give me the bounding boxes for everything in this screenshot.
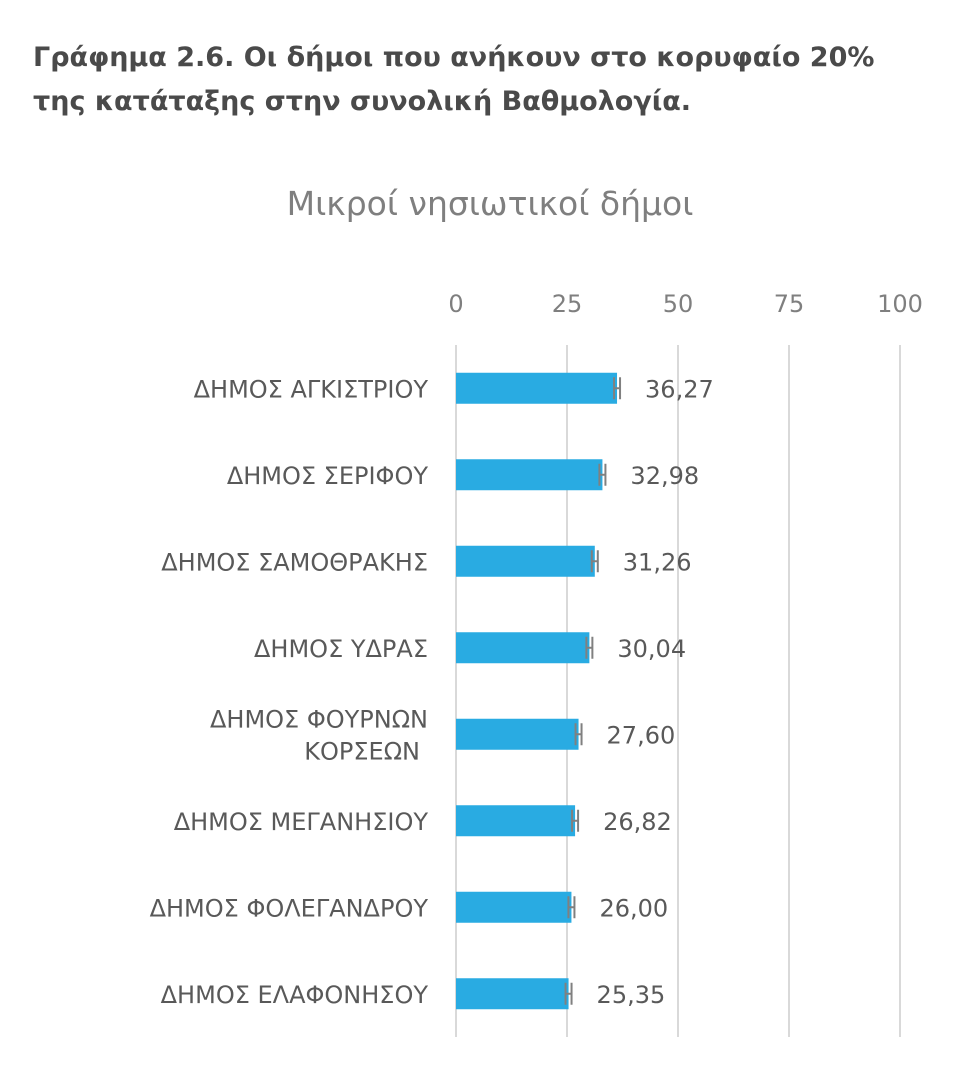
- bar-6: [456, 805, 576, 837]
- bar-1: [456, 372, 618, 404]
- bar-2: [456, 459, 603, 491]
- category-label-5: ΔΗΜΟΣ ΦΟΥΡΝΩΝ ΚΟΡΣΕΩΝ: [210, 705, 428, 765]
- bars: [456, 372, 622, 1010]
- error-bar-2: [598, 463, 607, 486]
- bar-5: [456, 718, 579, 750]
- error-bar-4: [585, 636, 594, 659]
- category-label-7: ΔΗΜΟΣ ΦΟΛΕΓΑΝΔΡΟΥ: [150, 894, 429, 922]
- chart-heading: Γράφημα 2.6. Οι δήμοι που ανήκουν στο κο…: [33, 36, 933, 124]
- data-label-7: 26,00: [599, 894, 668, 922]
- gridlines: [455, 345, 901, 1037]
- bar-4: [456, 632, 590, 664]
- error-bar-6: [571, 809, 580, 832]
- category-labels: ΔΗΜΟΣ ΑΓΚΙΣΤΡΙΟΥ ΔΗΜΟΣ ΣΕΡΙΦΟΥ ΔΗΜΟΣ ΣΑΜΟΘ…: [150, 375, 429, 1009]
- data-label-4: 30,04: [617, 635, 686, 663]
- category-label-3: ΔΗΜΟΣ ΣΑΜΟΘΡΑΚΗΣ: [161, 548, 428, 576]
- error-bar-5: [574, 723, 583, 746]
- data-label-1: 36,27: [645, 375, 714, 403]
- x-tick-label-25: 25: [552, 290, 583, 318]
- x-tick-label-100: 100: [877, 290, 923, 318]
- error-bar-7: [567, 896, 576, 919]
- data-labels: 36,27 32,98 31,26 30,04 27,60 26,82 26,00 25,35: [597, 375, 714, 1009]
- chart-title: Μικροί νησιωτικοί δήμοι: [287, 184, 694, 223]
- category-label-6: ΔΗΜΟΣ ΜΕΓΑΝΗΣΙΟΥ: [174, 808, 429, 836]
- x-tick-label-0: 0: [448, 290, 463, 318]
- data-label-3: 31,26: [623, 548, 692, 576]
- x-tick-label-75: 75: [774, 290, 805, 318]
- heading-line-1: Γράφημα 2.6. Οι δήμοι που ανήκουν στο κο…: [33, 42, 875, 73]
- x-tick-label-50: 50: [663, 290, 694, 318]
- bar-7: [456, 891, 572, 923]
- bar-8: [456, 978, 569, 1010]
- bar-3: [456, 545, 595, 577]
- error-bar-1: [613, 377, 622, 400]
- category-label-2: ΔΗΜΟΣ ΣΕΡΙΦΟΥ: [227, 462, 429, 490]
- data-label-6: 26,82: [603, 808, 672, 836]
- x-axis-ticks: 0 25 50 75 100: [448, 290, 923, 318]
- category-label-1: ΔΗΜΟΣ ΑΓΚΙΣΤΡΙΟΥ: [194, 375, 429, 403]
- category-label-4: ΔΗΜΟΣ ΥΔΡΑΣ: [254, 635, 428, 663]
- data-label-2: 32,98: [630, 462, 699, 490]
- error-bar-8: [564, 982, 573, 1005]
- heading-line-2: της κατάταξης στην συνολική Βαθμολογία.: [33, 86, 692, 117]
- data-label-8: 25,35: [597, 981, 666, 1009]
- category-label-8: ΔΗΜΟΣ ΕΛΑΦΟΝΗΣΟΥ: [161, 981, 429, 1009]
- error-bar-3: [590, 550, 599, 573]
- data-label-5: 27,60: [607, 721, 676, 749]
